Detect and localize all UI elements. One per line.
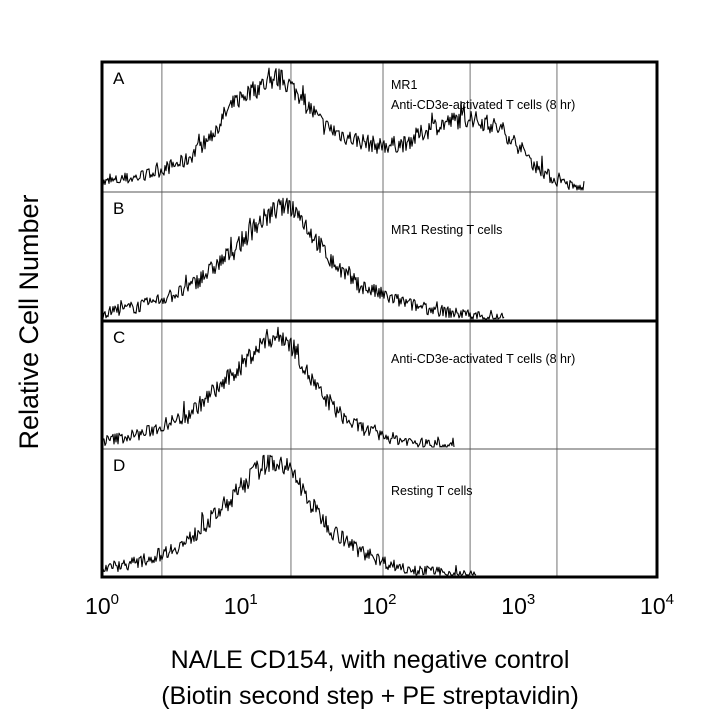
panel-letter-b: B bbox=[113, 199, 124, 218]
panel-desc2-a: Anti-CD3e-activated T cells (8 hr) bbox=[391, 98, 575, 112]
histogram-curve-d bbox=[101, 454, 477, 576]
panel-letter-c: C bbox=[113, 328, 125, 347]
x-tick-label-1: 101 bbox=[224, 591, 258, 619]
panel-labels: A MR1 Anti-CD3e-activated T cells (8 hr) B M… bbox=[113, 69, 575, 498]
x-axis-label-line1: NA/LE CD154, with negative control bbox=[171, 646, 570, 674]
plot-frame bbox=[100, 60, 659, 579]
x-tick-label-0: 100 bbox=[85, 591, 119, 619]
x-tick-label-2: 102 bbox=[363, 591, 397, 619]
x-tick-labels: 100 101 102 103 104 bbox=[85, 591, 674, 619]
panel-desc-d: Resting T cells bbox=[391, 484, 473, 498]
x-tick-label-4: 104 bbox=[640, 591, 674, 619]
panel-desc-b: MR1 Resting T cells bbox=[391, 223, 502, 237]
panel-desc-c: Anti-CD3e-activated T cells (8 hr) bbox=[391, 352, 575, 366]
histogram-curve-a bbox=[101, 67, 585, 191]
y-axis-label: Relative Cell Number bbox=[14, 194, 44, 449]
histogram-curve-c bbox=[101, 326, 455, 448]
x-tick-label-3: 103 bbox=[501, 591, 535, 619]
x-axis-label-line2: (Biotin second step + PE streptavidin) bbox=[161, 682, 579, 710]
panel-letter-a: A bbox=[113, 69, 125, 88]
histogram-curve-b bbox=[101, 197, 505, 320]
panel-letter-d: D bbox=[113, 456, 125, 475]
panel-desc-a: MR1 bbox=[391, 78, 417, 92]
histogram-curves bbox=[101, 67, 585, 576]
